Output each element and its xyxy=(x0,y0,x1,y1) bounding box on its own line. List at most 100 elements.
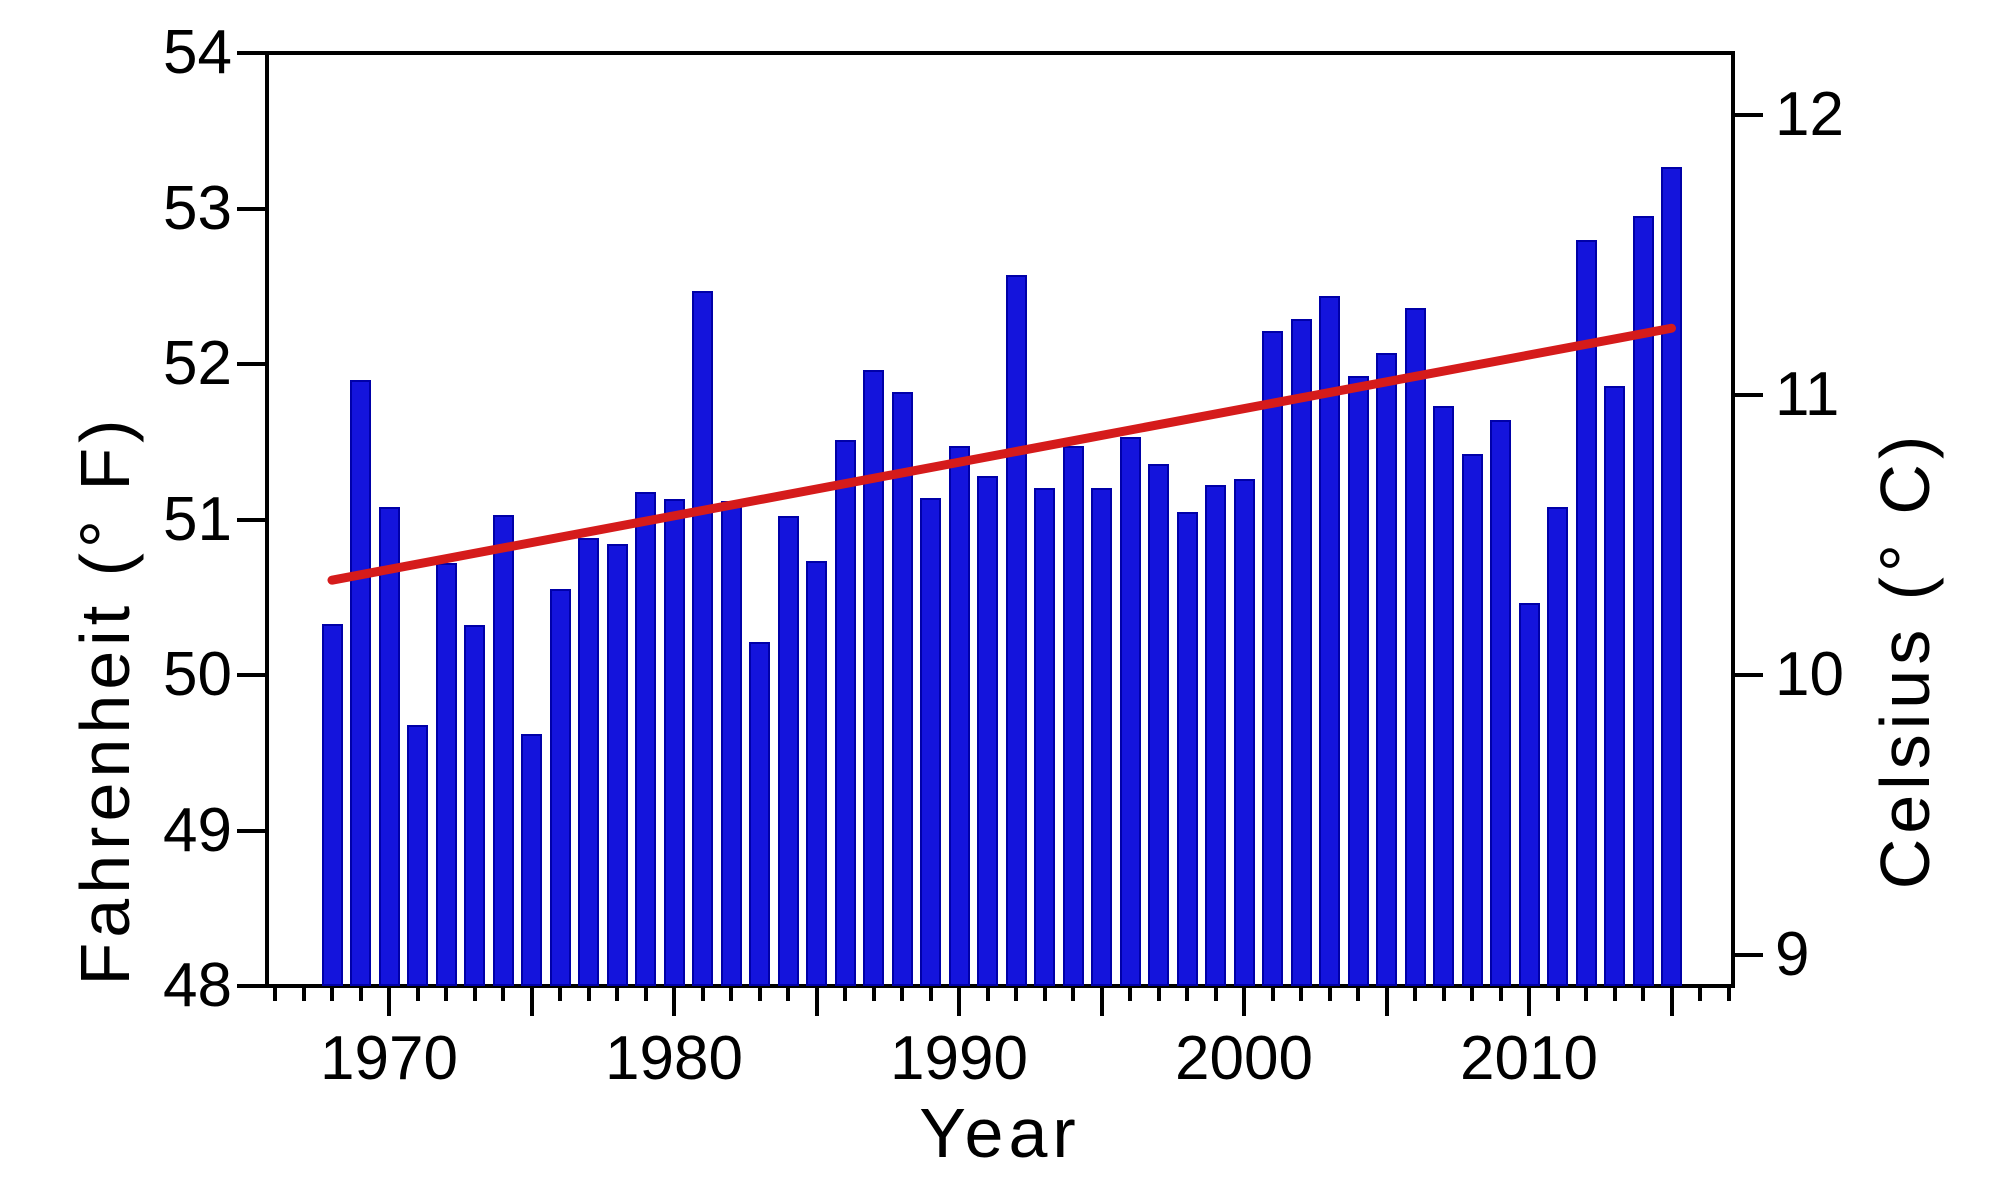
bar-2008 xyxy=(1461,454,1483,986)
bar-2002 xyxy=(1290,318,1312,986)
x-axis-minor-tick-1982 xyxy=(729,986,733,1001)
c-axis-tick-11 xyxy=(1733,393,1763,398)
c-axis-tick-10 xyxy=(1733,673,1763,677)
x-axis-minor-tick-1966 xyxy=(273,986,277,1001)
bar-2003 xyxy=(1319,295,1340,986)
x-axis-minor-tick-1996 xyxy=(1128,986,1132,1001)
x-axis-minor-tick-1981 xyxy=(700,986,705,1001)
bar-1995 xyxy=(1091,488,1112,986)
bar-2005 xyxy=(1376,353,1397,986)
x-axis-minor-tick-1978 xyxy=(615,986,619,1001)
f-axis-tick-52 xyxy=(237,362,267,366)
x-axis-minor-tick-2008 xyxy=(1470,986,1474,1001)
x-axis-minor-tick-2017 xyxy=(1726,986,1731,1001)
c-axis-tick-9 xyxy=(1733,952,1763,957)
f-axis-tick-53 xyxy=(237,206,267,211)
bar-1993 xyxy=(1034,488,1055,986)
x-axis-minor-tick-2014 xyxy=(1641,986,1645,1001)
f-axis-tick-51 xyxy=(237,517,267,522)
x-axis-minor-tick-1969 xyxy=(358,986,363,1001)
x-axis-label-year: Year xyxy=(919,1094,1081,1172)
x-axis-major-tick-1975 xyxy=(529,986,534,1016)
x-axis-tick-label-2000: 2000 xyxy=(1175,1024,1313,1093)
x-axis-minor-tick-1988 xyxy=(900,986,904,1001)
f-axis-tick-label-52: 52 xyxy=(163,329,232,398)
x-axis-minor-tick-1991 xyxy=(985,986,990,1001)
bar-2010 xyxy=(1518,603,1540,986)
bar-1968 xyxy=(321,623,343,986)
bar-1989 xyxy=(920,497,941,986)
y-axis-label-celsius: Celsius (° C) xyxy=(1866,430,1944,890)
bar-1988 xyxy=(891,391,913,986)
bar-1999 xyxy=(1205,485,1226,986)
x-axis-major-tick-1985 xyxy=(814,986,819,1016)
x-axis-minor-tick-1989 xyxy=(928,986,933,1001)
y-axis-label-fahrenheit: Fahrenheit (° F) xyxy=(66,414,144,986)
x-axis-minor-tick-2004 xyxy=(1356,986,1360,1001)
bar-1975 xyxy=(521,734,542,986)
bar-1969 xyxy=(350,379,371,986)
bar-1987 xyxy=(863,370,884,986)
x-axis-minor-tick-2006 xyxy=(1413,986,1417,1001)
f-axis-tick-label-51: 51 xyxy=(163,484,232,554)
bar-1990 xyxy=(948,446,970,986)
x-axis-minor-tick-2002 xyxy=(1299,986,1303,1001)
c-axis-tick-label-10: 10 xyxy=(1775,640,1844,709)
c-axis-tick-label-11: 11 xyxy=(1775,360,1840,430)
x-axis-minor-tick-1967 xyxy=(301,986,306,1001)
bar-1978 xyxy=(606,544,628,986)
f-axis-tick-49 xyxy=(237,828,267,833)
c-axis-tick-label-9: 9 xyxy=(1775,919,1810,989)
x-axis-major-tick-1990 xyxy=(957,986,961,1016)
bar-2007 xyxy=(1433,405,1454,986)
bar-1998 xyxy=(1176,511,1198,986)
x-axis-minor-tick-1999 xyxy=(1213,986,1218,1001)
bar-1977 xyxy=(578,538,599,986)
x-axis-tick-label-2010: 2010 xyxy=(1460,1024,1598,1093)
x-axis-minor-tick-2016 xyxy=(1698,986,1702,1001)
f-axis-tick-48 xyxy=(237,984,267,988)
x-axis-minor-tick-2003 xyxy=(1327,986,1332,1001)
x-axis-minor-tick-1968 xyxy=(330,986,334,1001)
bar-1997 xyxy=(1148,463,1169,986)
bar-1981 xyxy=(692,290,713,986)
x-axis-minor-tick-1983 xyxy=(757,986,762,1001)
f-axis-tick-label-53: 53 xyxy=(163,173,232,243)
x-axis-major-tick-1995 xyxy=(1099,986,1104,1016)
x-axis-minor-tick-1974 xyxy=(501,986,505,1001)
plot-area-frame xyxy=(265,51,1735,988)
x-axis-major-tick-1980 xyxy=(672,986,676,1016)
bar-2000 xyxy=(1233,479,1255,986)
x-axis-minor-tick-1998 xyxy=(1185,986,1189,1001)
bar-2001 xyxy=(1262,331,1283,986)
x-axis-major-tick-2000 xyxy=(1242,986,1246,1016)
bar-2012 xyxy=(1575,239,1597,986)
x-axis-major-tick-2005 xyxy=(1384,986,1389,1016)
x-axis-minor-tick-1976 xyxy=(558,986,562,1001)
x-axis-minor-tick-1997 xyxy=(1156,986,1161,1001)
bar-1991 xyxy=(977,475,998,986)
bar-1996 xyxy=(1119,437,1141,986)
bar-1976 xyxy=(549,589,571,986)
bar-2014 xyxy=(1632,216,1654,986)
bar-1982 xyxy=(720,500,742,986)
bar-1974 xyxy=(492,514,514,986)
x-axis-minor-tick-1993 xyxy=(1042,986,1047,1001)
x-axis-major-tick-2010 xyxy=(1527,986,1531,1016)
x-axis-minor-tick-2013 xyxy=(1612,986,1617,1001)
bar-2013 xyxy=(1604,385,1625,986)
bar-2015 xyxy=(1661,166,1682,986)
bar-1985 xyxy=(806,561,827,986)
f-axis-tick-50 xyxy=(237,673,267,677)
f-axis-tick-label-54: 54 xyxy=(163,18,232,87)
bar-1973 xyxy=(464,625,485,986)
x-axis-minor-tick-1994 xyxy=(1071,986,1075,1001)
f-axis-tick-label-49: 49 xyxy=(163,795,232,865)
x-axis-minor-tick-2007 xyxy=(1441,986,1446,1001)
x-axis-tick-label-1980: 1980 xyxy=(605,1024,743,1093)
bar-1984 xyxy=(777,516,799,986)
bar-1992 xyxy=(1005,275,1027,986)
x-axis-minor-tick-1979 xyxy=(643,986,648,1001)
bar-1979 xyxy=(635,491,656,986)
